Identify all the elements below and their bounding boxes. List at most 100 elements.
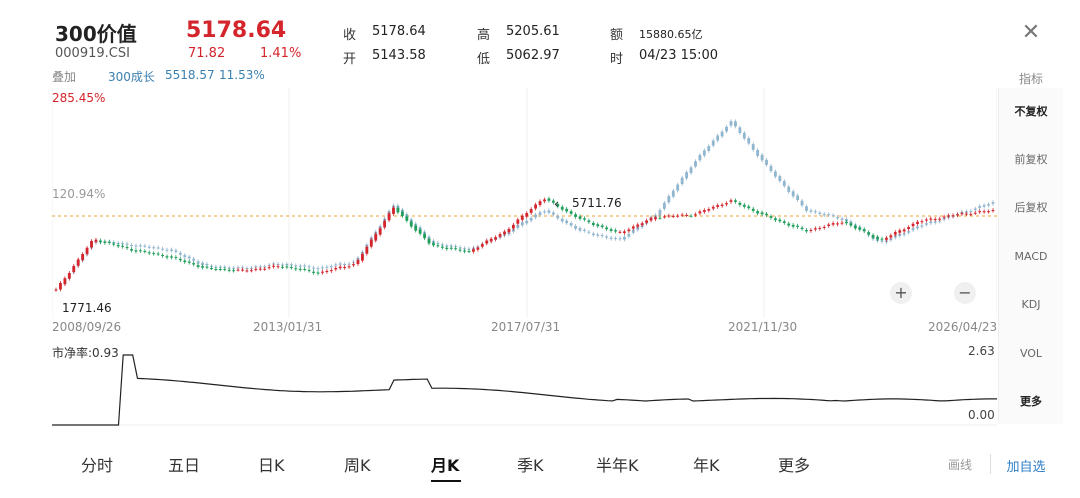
candle-body <box>760 154 764 161</box>
overlay-label[interactable]: 叠加 <box>52 70 77 84</box>
adjust-forward-button[interactable]: 前复权 <box>1014 153 1048 166</box>
candle-body <box>365 247 369 254</box>
tab-daily[interactable]: 日K <box>258 456 285 475</box>
candle-body <box>529 217 533 221</box>
candle-body <box>787 223 791 226</box>
macd-button[interactable]: MACD <box>1014 250 1048 263</box>
candle-body <box>747 138 751 144</box>
tab-intraday[interactable]: 分时 <box>81 456 114 475</box>
candle-body <box>658 209 662 216</box>
candle-body <box>791 191 795 197</box>
candle-body <box>605 236 609 238</box>
candle-body <box>138 245 142 247</box>
pb-max-label: 2.63 <box>968 344 995 358</box>
candle-body <box>258 268 262 270</box>
candle-body <box>662 216 666 218</box>
candle-body <box>978 211 982 213</box>
tab-more[interactable]: 更多 <box>778 456 811 475</box>
candle-body <box>907 231 911 233</box>
candle-body <box>467 251 471 253</box>
candle-body <box>818 212 822 215</box>
candle-body <box>205 263 209 266</box>
candle-body <box>289 267 293 269</box>
candle-body <box>538 212 542 215</box>
amount-label: 额 <box>610 28 624 43</box>
candle-body <box>134 250 138 252</box>
candle-body <box>876 236 879 240</box>
more-indicators-button[interactable]: 更多 <box>1020 395 1042 408</box>
candle-body <box>898 230 902 233</box>
candle-body <box>334 264 338 266</box>
candle-body <box>285 266 289 268</box>
candle-body <box>822 226 826 228</box>
candle-body <box>556 203 560 207</box>
candle-body <box>347 263 351 265</box>
candle-body <box>232 270 236 272</box>
date-label: 2008/09/26 <box>52 320 122 334</box>
tab-monthly[interactable]: 月K <box>431 456 460 475</box>
kdj-button[interactable]: KDJ <box>1021 298 1041 311</box>
candle-body <box>445 247 449 250</box>
candle-body <box>125 247 129 249</box>
candle-body <box>449 247 453 249</box>
candle-body <box>694 214 697 216</box>
candle-body <box>161 248 164 250</box>
max-price-label: 5711.76 <box>572 196 622 210</box>
candle-body <box>756 211 760 214</box>
candle-body <box>543 199 546 202</box>
candle-body <box>680 177 684 185</box>
candle-body <box>281 266 284 268</box>
plus-icon[interactable]: + <box>890 282 912 304</box>
candle-body <box>960 213 964 215</box>
candle-body <box>520 215 524 220</box>
adjust-backward-button[interactable]: 后复权 <box>1014 201 1048 214</box>
candle-body <box>316 268 320 270</box>
candle-body <box>787 186 791 192</box>
candle-body <box>711 206 715 209</box>
tab-half-year[interactable]: 半年K <box>596 456 639 475</box>
candle-body <box>831 223 835 225</box>
add-watchlist-button[interactable]: 加自选 <box>1006 460 1046 475</box>
candle-body <box>378 228 382 235</box>
candle-body <box>192 263 196 265</box>
candle-body <box>170 256 173 258</box>
candle-body <box>702 150 706 156</box>
candle-body <box>818 227 822 229</box>
minus-icon[interactable]: − <box>954 282 976 304</box>
candle-body <box>618 231 622 233</box>
candle-body <box>201 262 204 265</box>
draw-line-button[interactable]: 画线 <box>947 458 972 472</box>
candle-body <box>551 200 555 203</box>
candle-body <box>423 234 426 239</box>
candle-body <box>76 259 80 266</box>
candle-body <box>436 245 440 247</box>
candle-body <box>245 270 249 272</box>
pb-ratio-chart[interactable] <box>52 340 997 430</box>
tab-quarterly[interactable]: 季K <box>517 456 544 475</box>
candle-body <box>778 176 782 181</box>
candle-body <box>578 228 582 231</box>
adjust-none-button[interactable]: 不复权 <box>1014 105 1048 118</box>
tab-five-day[interactable]: 五日 <box>168 456 201 475</box>
candle-body <box>547 210 551 213</box>
candle-body <box>676 215 680 217</box>
candle-body <box>614 238 617 240</box>
overlay-series <box>54 119 995 292</box>
candle-body <box>396 207 400 213</box>
candle-body <box>805 230 808 232</box>
candle-body <box>476 247 480 250</box>
kline-chart[interactable]: 5711.76 ‹ 1771.46 <box>52 88 997 318</box>
tab-yearly[interactable]: 年K <box>693 456 720 475</box>
candle-body <box>938 220 942 222</box>
tab-weekly[interactable]: 周K <box>344 456 371 475</box>
candle-body <box>614 230 617 232</box>
price-change: 71.82 <box>188 46 226 61</box>
candle-body <box>725 203 728 205</box>
candle-body <box>725 126 728 132</box>
candle-body <box>676 184 680 191</box>
vol-button[interactable]: VOL <box>1019 347 1043 360</box>
close-icon[interactable]: ✕ <box>1021 20 1041 45</box>
candle-body <box>747 206 751 209</box>
candle-body <box>130 245 133 247</box>
candle-body <box>565 208 569 212</box>
